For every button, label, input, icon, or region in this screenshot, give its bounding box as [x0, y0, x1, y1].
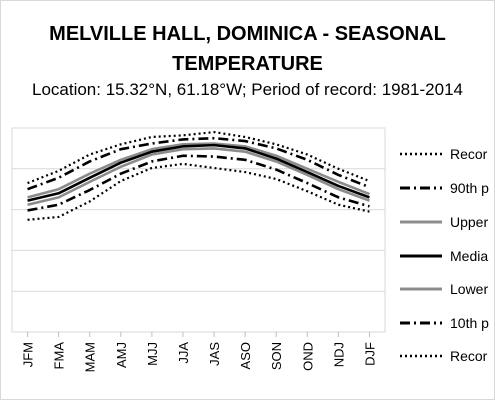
x-tick-label: JAS: [207, 342, 222, 366]
x-tick-label: SON: [269, 342, 284, 370]
series-line: [27, 143, 370, 202]
chart-legend: Recor 90th p Upper Media Lower 10th p Recor: [398, 132, 495, 368]
legend-label: 10th p: [450, 315, 489, 331]
x-tick-label: DJF: [362, 342, 377, 366]
legend-label: Upper: [450, 214, 489, 230]
legend-swatch: [400, 186, 442, 190]
legend-item: Lower: [398, 279, 495, 299]
chart-subtitle: Location: 15.32°N, 61.18°W; Period of re…: [31, 80, 463, 99]
series-line: [27, 147, 370, 206]
legend-swatch: [400, 254, 442, 258]
series-line: [27, 142, 370, 199]
plot-area: [11, 127, 386, 333]
series-line: [27, 154, 370, 212]
x-tick-label: AMJ: [114, 342, 129, 368]
x-tick-label: FMA: [52, 342, 67, 370]
legend-swatch: [400, 220, 442, 224]
legend-label: Recor: [450, 348, 488, 364]
legend-swatch: [400, 152, 442, 156]
chart-title-line-2: TEMPERATURE: [172, 53, 323, 75]
x-tick-label: JJA: [176, 342, 191, 364]
x-tick-label: OND: [300, 342, 315, 371]
legend-swatch: [400, 354, 442, 358]
legend-item: Media: [398, 246, 495, 266]
series-line: [27, 136, 370, 191]
x-tick-label: ASO: [238, 342, 253, 369]
legend-label: Recor: [450, 146, 488, 162]
x-tick-label: JFM: [21, 342, 36, 367]
x-tick-label: NDJ: [331, 342, 346, 367]
legend-item: Upper: [398, 212, 495, 232]
legend-item: Recor: [398, 144, 495, 164]
legend-label: Lower: [450, 281, 489, 297]
legend-item: 10th p: [398, 313, 495, 333]
legend-label: Media: [450, 248, 489, 264]
series-line: [27, 162, 370, 221]
x-tick-label: MAM: [83, 342, 98, 372]
legend-swatch: [400, 321, 442, 325]
legend-item: Recor: [398, 346, 495, 366]
x-tick-label: MJJ: [145, 342, 160, 366]
legend-swatch: [400, 287, 442, 291]
chart-title-line-1: MELVILLE HALL, DOMINICA - SEASONAL: [49, 23, 446, 45]
legend-item: 90th p: [398, 178, 495, 198]
legend-label: 90th p: [450, 180, 489, 196]
